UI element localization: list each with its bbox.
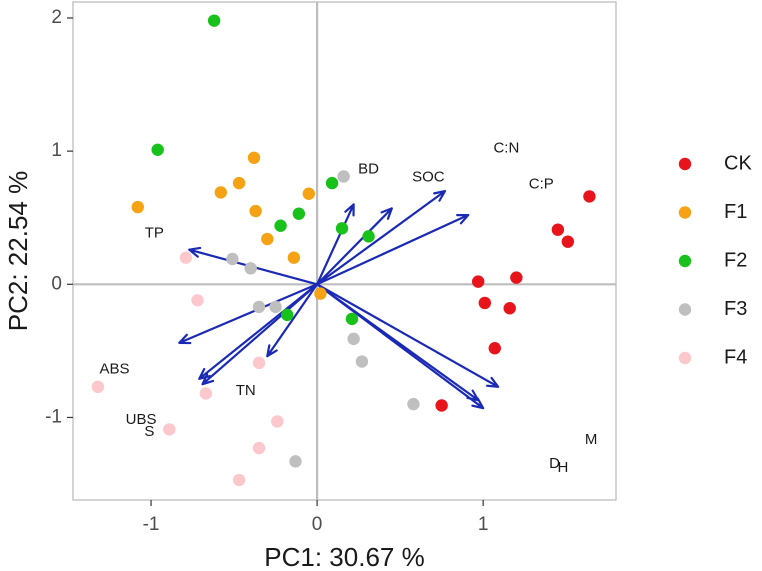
loading-arrow-bd (316, 203, 355, 286)
point-f3 (269, 300, 282, 314)
point-f4 (271, 415, 284, 428)
loading-label-cp: C:P (529, 175, 554, 192)
point-f2 (362, 230, 375, 243)
legend-key-f1 (678, 206, 692, 219)
point-f4 (252, 356, 266, 370)
point-f2 (274, 219, 287, 232)
loading-label-cn: C:N (493, 139, 519, 156)
x-axis-title: PC1: 30.67 % (264, 542, 424, 571)
point-ck (561, 235, 575, 248)
point-f1 (302, 187, 315, 200)
point-f1 (314, 287, 327, 300)
loading-label-s: S (144, 423, 154, 440)
plot-panel (72, 1, 617, 501)
point-f3 (407, 397, 420, 411)
x-tick-label: -1 (143, 514, 160, 535)
point-f3 (337, 170, 350, 183)
loading-arrow-cp (316, 213, 470, 286)
point-ck (503, 302, 516, 315)
point-f1 (261, 232, 274, 246)
loading-arrow-m (316, 283, 500, 388)
loading-label-tp: TP (145, 225, 164, 242)
legend-key-f3 (678, 303, 692, 316)
point-f3 (252, 300, 266, 314)
point-f4 (191, 294, 204, 307)
point-f4 (252, 441, 266, 455)
point-f1 (131, 200, 144, 214)
point-f2 (335, 222, 349, 235)
point-f2 (325, 176, 339, 190)
loading-label-m: M (585, 431, 598, 448)
point-f1 (247, 151, 261, 164)
point-f3 (347, 332, 360, 346)
legend-key-f4 (678, 351, 692, 365)
legend-label-f2: F2 (724, 249, 747, 271)
point-ck (471, 275, 485, 288)
axis-ticks: -1 0 1 -1 0 1 2 (45, 7, 488, 535)
reference-lines (73, 2, 616, 500)
point-f1 (287, 251, 301, 264)
point-f3 (289, 455, 302, 468)
point-f3 (226, 252, 239, 266)
loading-arrow-abs (178, 283, 319, 345)
point-f1 (249, 204, 262, 218)
legend-label-f1: F1 (724, 201, 747, 223)
loading-arrow-s (201, 283, 319, 386)
y-axis-title: PC2: 22.54 % (3, 171, 33, 331)
point-f2 (292, 207, 306, 220)
legend-label-ck: CK (724, 152, 752, 174)
y-tick-label: 1 (51, 140, 62, 161)
point-ck (583, 190, 596, 203)
loading-label-d: D (549, 455, 560, 472)
legend-label-f3: F3 (724, 298, 747, 320)
x-tick-label: 1 (478, 514, 489, 535)
point-ck (551, 223, 565, 236)
point-ck (435, 399, 448, 412)
point-f2 (151, 143, 164, 157)
point-f4 (232, 473, 246, 487)
loading-label-ubs: UBS (126, 411, 157, 428)
point-f4 (91, 380, 105, 394)
point-f4 (179, 251, 193, 264)
point-f1 (214, 186, 227, 199)
loading-arrow-soc (316, 207, 393, 286)
point-f1 (232, 176, 246, 190)
legend: CK F1 F2 F3 F4 (678, 152, 752, 368)
y-tick-label: 0 (51, 273, 62, 294)
point-f2 (281, 308, 294, 322)
point-ck (510, 271, 523, 284)
legend-label-f4: F4 (724, 346, 747, 368)
point-f2 (207, 14, 221, 27)
loading-label-h: H (557, 459, 568, 476)
loading-arrow-tn (266, 283, 319, 358)
loading-label-bd: BD (358, 161, 379, 178)
y-tick-label: -1 (45, 406, 62, 427)
legend-key-ck (678, 157, 692, 171)
loading-label-abs: ABS (100, 360, 130, 377)
point-f3 (355, 355, 369, 368)
point-f3 (244, 262, 257, 275)
point-ck (478, 296, 492, 310)
score-points (91, 14, 596, 487)
loading-label-tn: TN (236, 382, 256, 399)
point-f4 (163, 423, 176, 436)
loading-arrows (178, 189, 500, 410)
loading-label-soc: SOC (412, 169, 445, 186)
x-tick-label: 0 (312, 514, 323, 535)
point-f4 (199, 387, 213, 400)
legend-key-f2 (678, 254, 692, 268)
point-ck (488, 342, 501, 355)
loading-arrow-h (316, 283, 480, 402)
point-f2 (345, 312, 359, 326)
y-tick-label: 2 (51, 7, 62, 28)
loading-arrow-cn (316, 189, 447, 286)
